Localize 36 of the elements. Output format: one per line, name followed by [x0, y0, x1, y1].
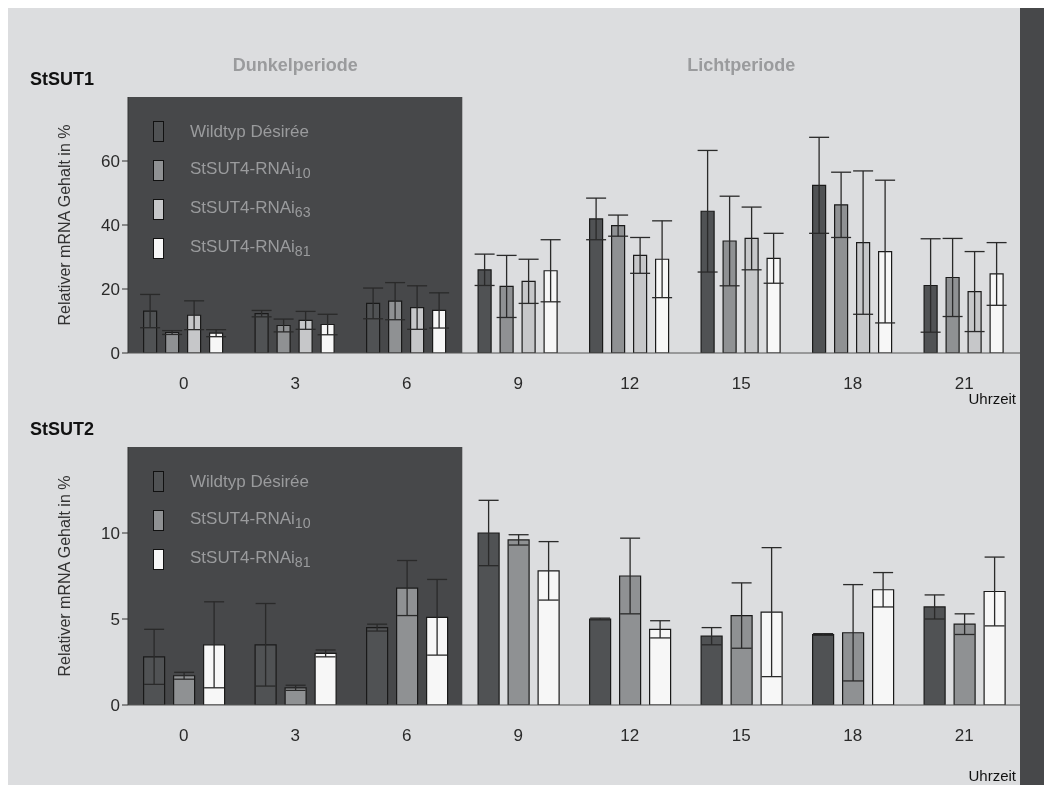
- x-tick-label: 9: [513, 726, 523, 746]
- chart-title: StSUT2: [30, 419, 95, 440]
- y-tick-label: 0: [110, 696, 120, 716]
- y-axis-title: Relativer mRNA Gehalt in %: [55, 124, 73, 326]
- y-tick-label: 20: [101, 280, 120, 300]
- x-tick-label: 9: [513, 374, 523, 394]
- legend-label: StSUT4-RNAi$_{10}$: [190, 159, 311, 182]
- legend-label: StSUT4-RNAi$_{81}$: [190, 548, 311, 571]
- x-tick-label: 3: [290, 374, 300, 394]
- x-tick-label: 12: [620, 374, 640, 394]
- x-tick-label: 0: [179, 374, 189, 394]
- x-tick-label: 0: [179, 726, 189, 746]
- y-tick-label: 0: [110, 344, 120, 364]
- legend-label: StSUT4-RNAi$_{10}$: [190, 509, 311, 532]
- y-tick-label: 10: [101, 524, 120, 544]
- x-tick-label: 21: [954, 726, 974, 746]
- band-label: Lichtperiode: [687, 55, 796, 75]
- x-tick-label: 6: [402, 726, 412, 746]
- y-tick-label: 40: [101, 216, 120, 236]
- chart-title: StSUT1: [30, 69, 95, 90]
- legend-label: StSUT4-RNAi$_{63}$: [190, 198, 311, 221]
- y-axis-title: Relativer mRNA Gehalt in %: [55, 475, 73, 677]
- y-tick-label: 60: [101, 152, 120, 172]
- x-tick-label: 15: [731, 374, 751, 394]
- band-label: Dunkelperiode: [232, 55, 358, 75]
- legend-label: Wildtyp Désirée: [190, 471, 310, 492]
- x-tick-label: 12: [620, 726, 640, 746]
- x-tick-label: 18: [843, 374, 863, 394]
- x-tick-label: 18: [843, 726, 863, 746]
- x-axis-title: Uhrzeit: [968, 767, 1017, 784]
- x-tick-label: 15: [731, 726, 751, 746]
- x-tick-label: 3: [290, 726, 300, 746]
- y-tick-label: 5: [110, 610, 120, 630]
- legend-label: StSUT4-RNAi$_{81}$: [190, 237, 311, 260]
- x-tick-label: 6: [402, 374, 412, 394]
- legend-label: Wildtyp Désirée: [190, 121, 310, 142]
